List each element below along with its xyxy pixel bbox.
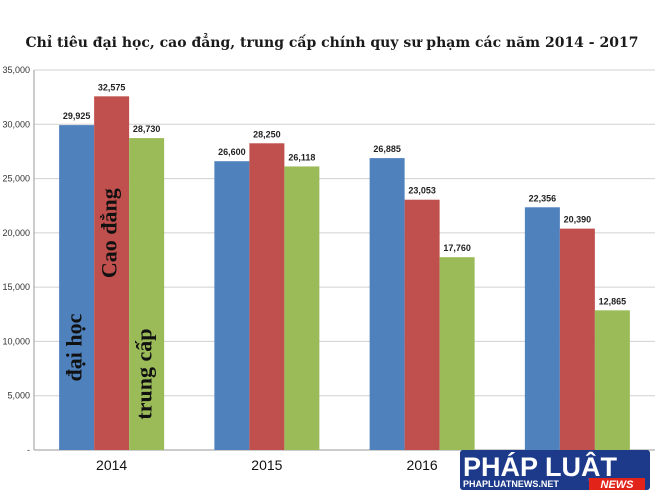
- bar: [284, 166, 320, 450]
- x-tick-label: 2015: [251, 457, 282, 473]
- bar: [524, 207, 560, 450]
- series-labels: đại học Cao đẳng trung cấp: [62, 188, 157, 419]
- y-tick-label: 5,000: [7, 391, 30, 401]
- data-label: 29,925: [63, 111, 91, 121]
- data-label: 23,053: [408, 186, 436, 196]
- x-tick-label: 2014: [96, 457, 127, 473]
- bar: [594, 310, 630, 450]
- bars: [59, 96, 630, 451]
- logo-name: PHÁP LUẬT: [463, 451, 618, 482]
- bar: [439, 257, 475, 450]
- data-label: 28,250: [253, 129, 281, 139]
- bar: [59, 125, 95, 450]
- chart-title: Chỉ tiêu đại học, cao đẳng, trung cấp ch…: [26, 32, 639, 51]
- logo-news: NEWS: [601, 479, 635, 491]
- y-tick-label: 25,000: [2, 174, 30, 184]
- y-tick-label: 30,000: [2, 119, 30, 129]
- y-axis: - 5,000 10,000 15,000 20,000 25,000 30,000 35,0…: [2, 65, 35, 455]
- data-label: 17,760: [443, 243, 471, 253]
- data-label: 22,356: [529, 193, 557, 203]
- y-tick-label: -: [27, 445, 30, 455]
- data-label: 26,600: [218, 147, 246, 157]
- series-label: Cao đẳng: [97, 188, 122, 278]
- x-tick-label: 2016: [407, 457, 438, 473]
- data-label: 28,730: [133, 124, 161, 134]
- series-label: đại học: [62, 313, 87, 381]
- data-label: 20,390: [564, 215, 592, 225]
- bar: [94, 96, 130, 450]
- bar: [559, 228, 595, 450]
- logo-url: PHAPLUATNEWS.NET: [463, 479, 559, 489]
- series-label: trung cấp: [132, 329, 157, 420]
- y-tick-label: 35,000: [2, 65, 30, 75]
- data-label: 26,118: [288, 152, 315, 162]
- data-label: 32,575: [98, 82, 126, 92]
- y-tick-label: 20,000: [2, 228, 30, 238]
- logo-news-badge: [589, 478, 645, 490]
- data-labels: 29,925 32,575 28,730 26,600 28,250 26,118 26,8…: [63, 82, 626, 306]
- bar: [249, 143, 285, 451]
- bar: [369, 158, 405, 450]
- y-tick-label: 10,000: [2, 336, 30, 346]
- watermark-logo: PHÁP LUẬT PHAPLUATNEWS.NET NEWS: [460, 450, 650, 491]
- data-label: 12,865: [599, 296, 627, 306]
- data-label: 26,885: [373, 144, 401, 154]
- bar: [214, 161, 250, 450]
- y-tick-label: 15,000: [2, 282, 30, 292]
- bar: [404, 199, 440, 450]
- bar: [129, 138, 165, 450]
